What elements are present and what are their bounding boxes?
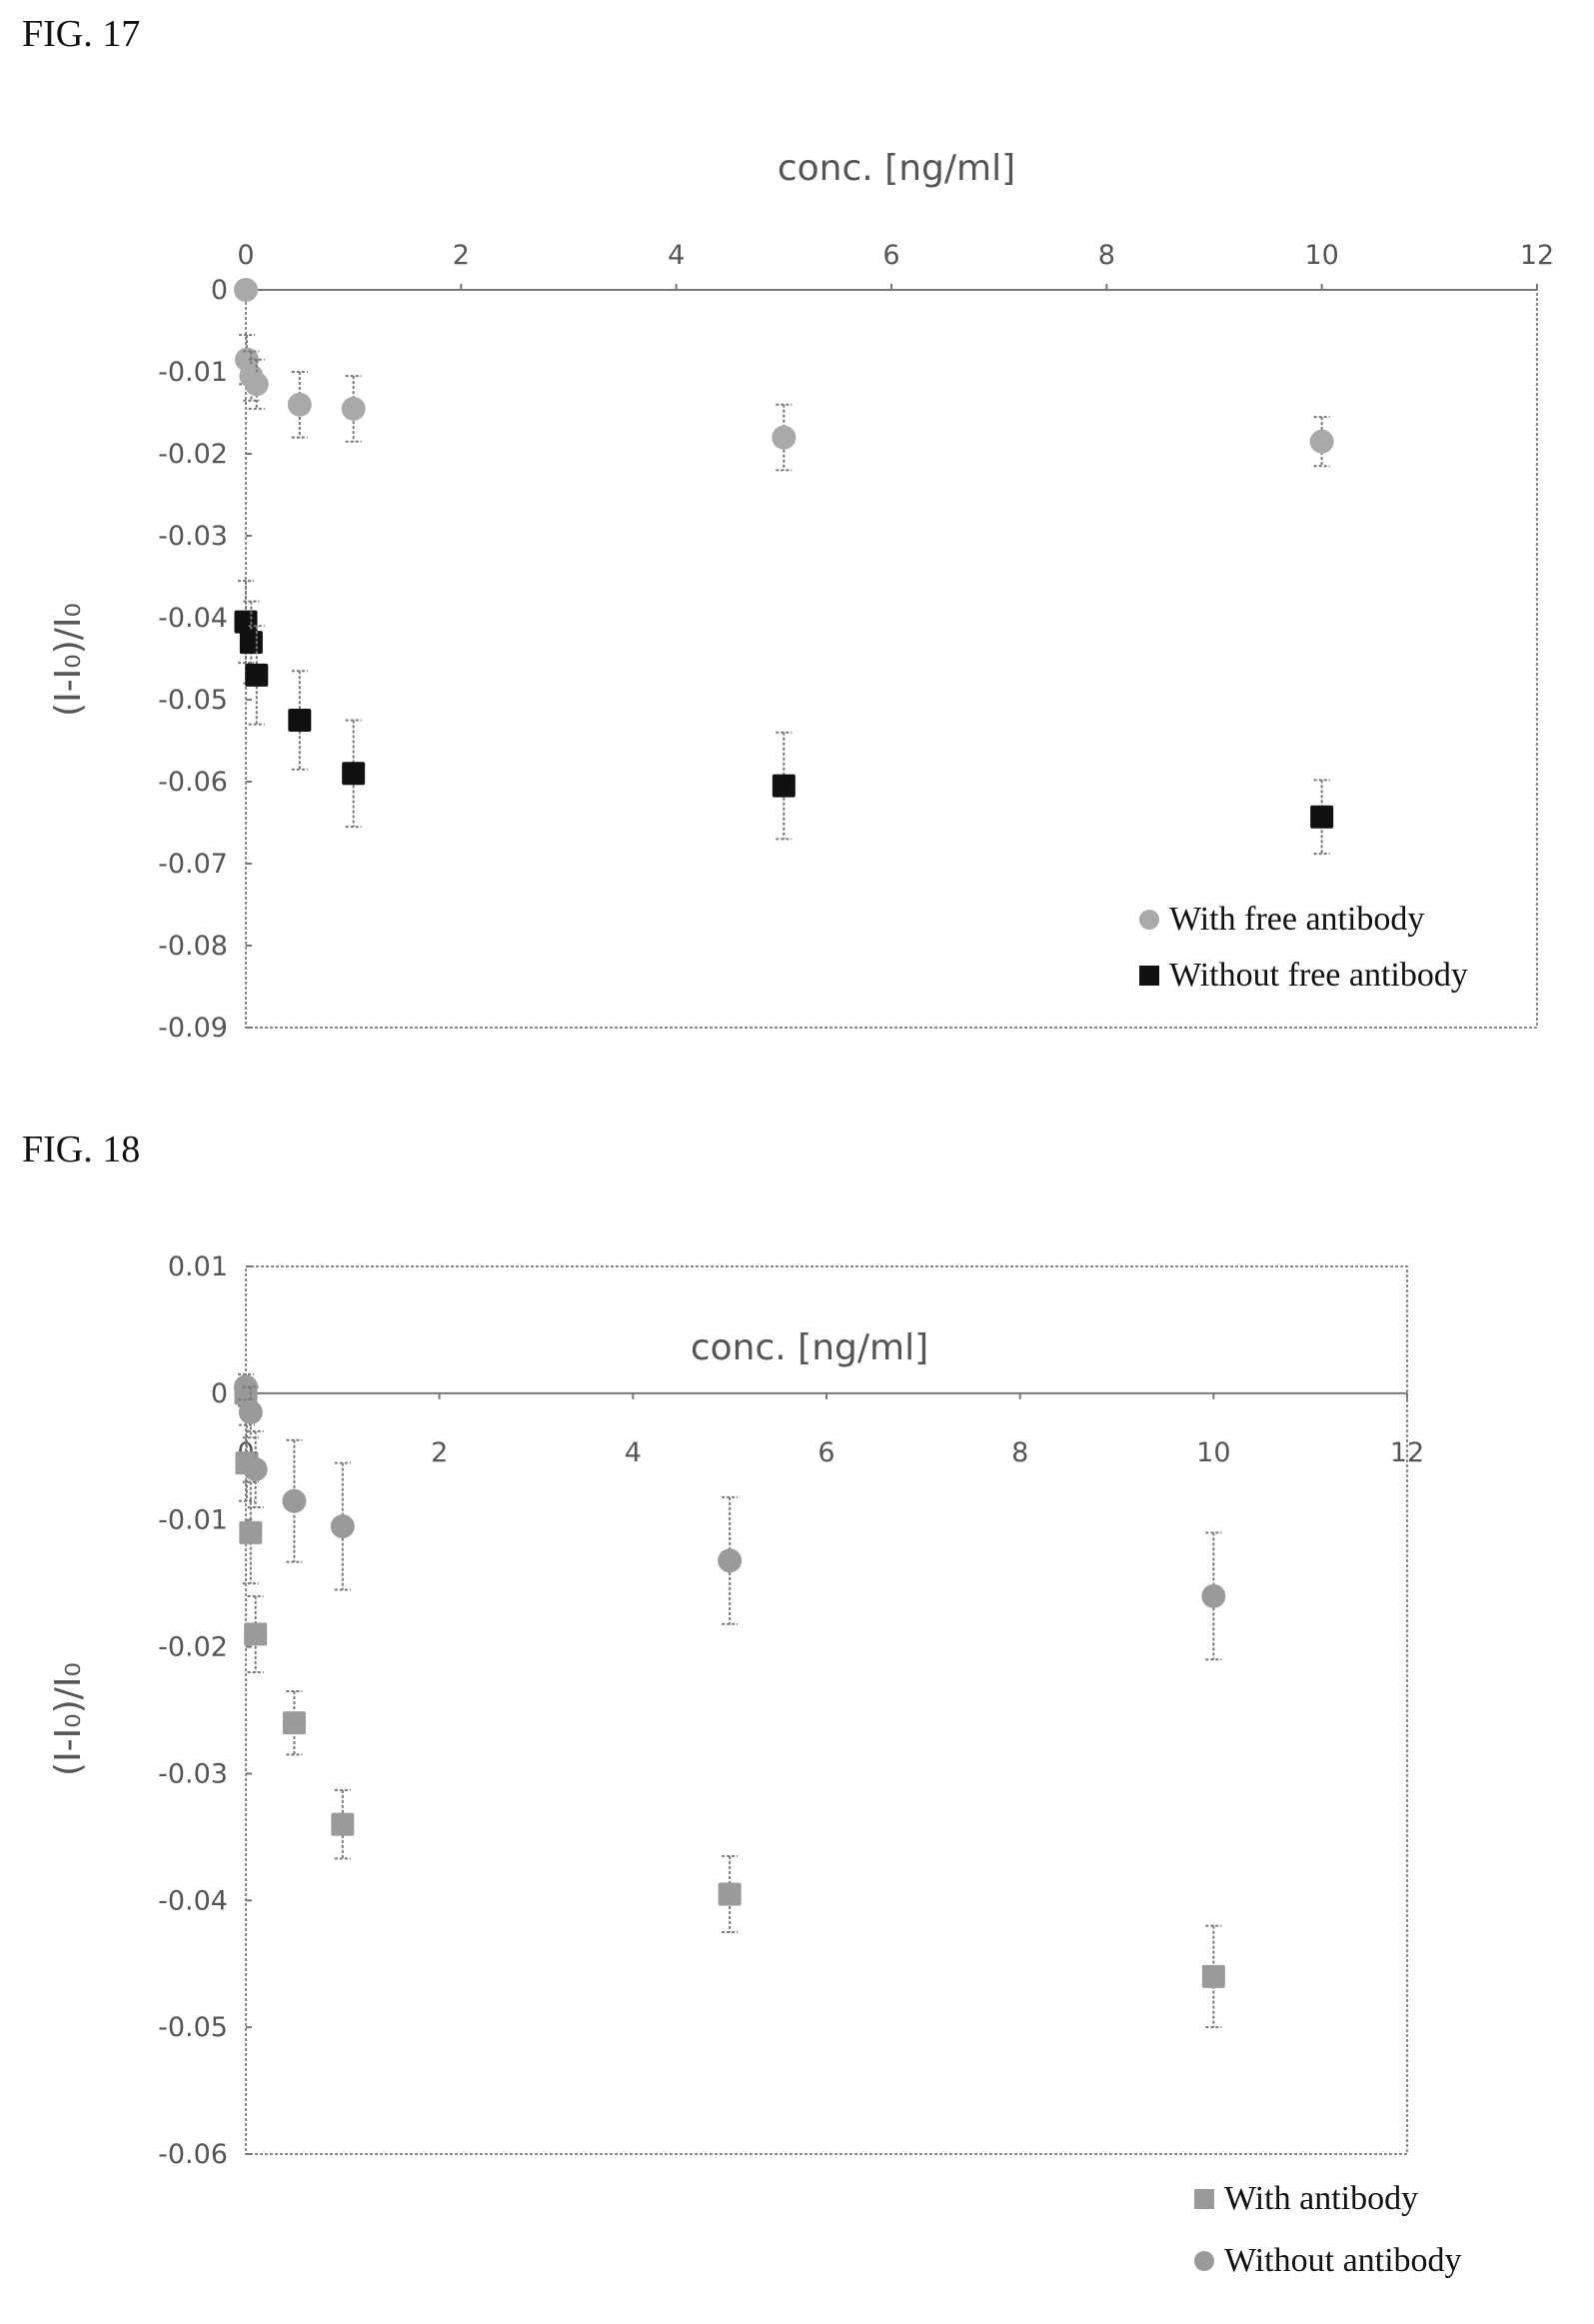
data-point-circle — [341, 396, 366, 421]
data-point-square — [1201, 1964, 1225, 1988]
legend-label: With free antibody — [1169, 901, 1424, 938]
x-tick-label: 0 — [237, 240, 254, 271]
legend-marker-circle — [1194, 2251, 1214, 2271]
legend-label: Without free antibody — [1169, 957, 1468, 994]
x-axis-title: conc. [ng/ml] — [778, 148, 1015, 189]
data-point-circle — [282, 1488, 307, 1513]
y-tick-label: -0.02 — [158, 439, 228, 470]
y-tick-label: -0.06 — [158, 767, 228, 798]
y-tick-label: -0.09 — [158, 1013, 228, 1044]
legend-marker-circle — [1139, 910, 1159, 930]
x-tick-label: 6 — [882, 240, 899, 271]
data-point-circle — [244, 372, 269, 397]
x-tick-label: 4 — [625, 1437, 642, 1468]
data-point-square — [245, 663, 269, 687]
data-point-square — [239, 1520, 263, 1544]
x-tick-label: 6 — [817, 1437, 834, 1468]
y-tick-label: -0.01 — [158, 1505, 228, 1536]
data-point-square — [282, 1711, 306, 1735]
y-tick-label: 0 — [211, 275, 228, 306]
y-tick-label: -0.04 — [158, 1885, 228, 1916]
data-point-circle — [1309, 429, 1334, 454]
y-tick-label: -0.08 — [158, 931, 228, 962]
data-point-circle — [234, 278, 258, 302]
legend-marker-square — [1139, 966, 1159, 986]
plot-frame — [245, 1265, 1408, 2155]
data-point-circle — [330, 1514, 355, 1539]
y-axis-title: (I-I₀)/I₀ — [48, 1662, 89, 1776]
x-tick-label: 8 — [1098, 240, 1115, 271]
y-tick-label: -0.05 — [158, 685, 228, 716]
y-tick-label: -0.02 — [158, 1632, 228, 1663]
y-tick-label: -0.07 — [158, 849, 228, 880]
data-point-circle — [287, 392, 312, 417]
y-tick-label: -0.05 — [158, 2012, 228, 2043]
data-point-circle — [718, 1548, 743, 1573]
data-point-square — [244, 1622, 268, 1646]
data-point-circle — [243, 1456, 268, 1481]
x-tick-label: 8 — [1011, 1437, 1028, 1468]
data-point-square — [288, 709, 312, 732]
y-tick-label: -0.04 — [158, 603, 228, 634]
y-tick-label: -0.06 — [158, 2139, 228, 2170]
y-axis-title: (I-I₀)/I₀ — [48, 603, 89, 717]
y-tick-label: 0.01 — [168, 1251, 228, 1282]
x-tick-label: 4 — [668, 240, 685, 271]
x-tick-label: 12 — [1390, 1437, 1424, 1468]
x-tick-label: 10 — [1304, 240, 1338, 271]
data-point-circle — [238, 1399, 263, 1424]
data-point-square — [772, 774, 796, 798]
data-point-circle — [234, 1374, 258, 1399]
fig18-label: FIG. 18 — [22, 1129, 141, 1170]
data-point-square — [331, 1812, 355, 1836]
fig17-chart: 0 2 4 6 8 10 12 0 -0.01 -0.02 -0.03 -0.04 -0.05 -0.06… — [48, 148, 1554, 1044]
fig17-label: FIG. 17 — [22, 13, 141, 55]
data-point-square — [718, 1882, 742, 1906]
x-tick-label: 12 — [1520, 240, 1554, 271]
x-tick-label: 2 — [453, 240, 470, 271]
data-point-square — [342, 762, 366, 786]
legend-label: Without antibody — [1224, 2242, 1462, 2279]
data-point-square — [1310, 805, 1334, 829]
x-tick-label: 10 — [1196, 1437, 1230, 1468]
data-point-circle — [1201, 1583, 1226, 1608]
legend-label: With antibody — [1224, 2180, 1418, 2217]
x-axis-title: conc. [ng/ml] — [691, 1327, 928, 1368]
data-point-circle — [772, 425, 797, 450]
x-tick-label: 2 — [431, 1437, 448, 1468]
y-tick-label: -0.03 — [158, 1758, 228, 1789]
y-tick-label: 0 — [211, 1378, 228, 1409]
legend-marker-square — [1194, 2189, 1214, 2209]
y-tick-label: -0.01 — [158, 357, 228, 388]
y-tick-label: -0.03 — [158, 521, 228, 552]
